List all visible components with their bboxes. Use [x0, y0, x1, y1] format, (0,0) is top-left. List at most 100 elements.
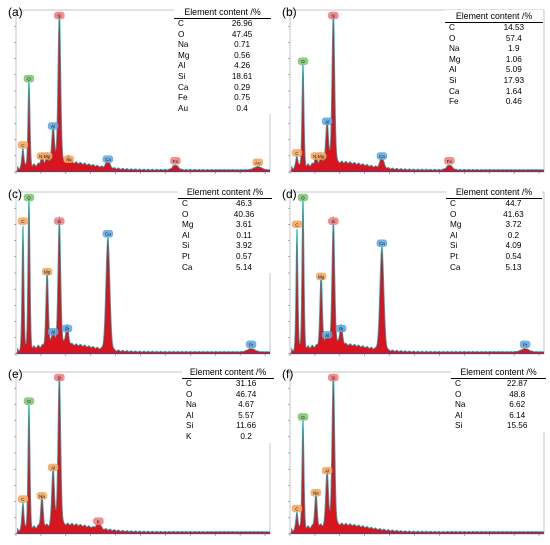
peak-label: Fe: [170, 157, 181, 165]
peak-label-text: Au: [66, 157, 72, 162]
element-value: 0.29: [234, 82, 251, 92]
peak-label-text: O: [301, 415, 305, 420]
peak-label: Ca: [376, 152, 388, 160]
peak-label: O: [297, 57, 309, 65]
element-symbol: Fe: [178, 93, 188, 103]
peak-label: Na: [36, 492, 48, 500]
element-symbol: O: [186, 389, 193, 399]
element-value: 40.36: [233, 209, 255, 219]
table-row: Al 6.14: [451, 411, 546, 422]
element-symbol: Na: [186, 400, 197, 410]
element-symbol: C: [178, 19, 184, 28]
peak-label-text: Si: [57, 376, 61, 381]
spectrum-envelope: [16, 195, 271, 353]
peak-label: O: [23, 397, 35, 405]
panel-label-b: (b): [282, 5, 297, 19]
table-row: C 46.3: [178, 199, 272, 210]
peak-label-text: Si: [57, 219, 61, 224]
table-row: O 47.45: [174, 30, 271, 41]
element-value: 6.62: [509, 400, 526, 410]
element-value: 5.57: [238, 410, 255, 420]
element-symbol: Mg: [178, 50, 190, 60]
peak-label-text: Si: [331, 14, 335, 19]
table-header: Element content /%: [451, 366, 546, 379]
peak-label: O: [23, 193, 35, 202]
element-value: 4.67: [238, 400, 255, 410]
table-row: Pt 0.57: [178, 252, 272, 263]
table-row: Si 3.92: [178, 241, 272, 252]
peak-label-text: Mg: [318, 274, 325, 279]
element-symbol: Al: [449, 65, 457, 75]
peak-label: Al: [47, 327, 59, 336]
element-symbol: Na: [449, 44, 460, 54]
element-symbol: Na: [455, 400, 466, 410]
element-symbol: Si: [186, 421, 194, 431]
element-symbol: C: [455, 379, 461, 388]
element-value: 5.14: [236, 262, 252, 272]
panel-label-a: (a): [8, 5, 23, 19]
peak-label-text: C: [295, 507, 299, 512]
eds-panel-c: C O Mg Al Si Pt Ca Pt (c) Element content /% C 46…: [2, 184, 275, 364]
table-row: O 46.74: [182, 390, 274, 401]
peak-label: Mg: [41, 152, 53, 160]
peak-label-text: Ca: [105, 232, 111, 237]
element-value: 0.71: [234, 40, 251, 50]
element-value: 18.61: [231, 71, 253, 81]
peak-label: Si: [328, 11, 339, 20]
table-row: Mg 1.06: [445, 55, 543, 66]
element-value: 46.3: [236, 199, 252, 208]
element-value: 47.45: [231, 29, 253, 39]
table-header: Element content /%: [174, 6, 271, 19]
element-symbol: Fe: [449, 97, 459, 107]
peak-label-text: O: [301, 196, 305, 201]
eds-panel-d: C O Mg Al Si Pt Ca Pt (d) Element content /% C 44…: [276, 184, 549, 364]
peak-label-text: Si: [57, 14, 61, 19]
element-value: 5.09: [505, 65, 522, 75]
panel-label-e: (e): [8, 367, 23, 381]
element-symbol: Al: [455, 410, 463, 420]
table-row: C 14.53: [445, 23, 543, 34]
peak-label-text: C: [295, 151, 299, 156]
peak-label: Ca: [376, 239, 388, 247]
element-symbol: Al: [450, 230, 458, 240]
table-row: C 22.87: [451, 379, 546, 390]
spectrum-fill: [17, 376, 270, 534]
element-value: 3.72: [505, 220, 522, 230]
peak-label: Si: [54, 11, 65, 20]
table-row: Al 0.11: [178, 231, 272, 242]
peak-label: Ca: [102, 155, 114, 163]
element-value: 57.4: [505, 33, 522, 43]
element-value: 31.16: [235, 379, 257, 388]
panel-label-f: (f): [282, 367, 294, 381]
peak-label: C: [17, 141, 29, 149]
peak-label: C: [291, 504, 303, 513]
element-symbol: C: [182, 199, 188, 208]
table-row: Si 17.93: [445, 76, 543, 87]
element-value: 3.61: [236, 220, 252, 230]
element-symbol: Al: [186, 410, 194, 420]
peak-label-text: C: [21, 497, 25, 502]
element-symbol: O: [178, 29, 185, 39]
element-table-d: Element content /% C 44.7 O 41.63 Mg 3.72 Al 0.2…: [446, 186, 542, 274]
peak-label-text: Fe: [173, 159, 179, 164]
panel-label-d: (d): [282, 187, 297, 201]
peak-label-text: Ca: [379, 241, 385, 246]
peak-label-text: Pt: [523, 342, 528, 347]
element-symbol: Al: [182, 230, 190, 240]
element-value: 0.11: [236, 230, 252, 240]
table-row: Ca 0.29: [174, 83, 271, 94]
spectrum-fill: [291, 376, 544, 534]
element-symbol: Si: [449, 75, 457, 85]
element-table-e: Element content /% C 31.16 O 46.74 Na 4.67 Al 5.…: [182, 366, 274, 443]
element-value: 0.57: [236, 251, 252, 261]
table-row: Fe 0.75: [174, 93, 271, 104]
element-symbol: Si: [450, 241, 458, 251]
peak-label: O: [23, 74, 35, 83]
table-row: O 40.36: [178, 210, 272, 221]
element-symbol: Si: [182, 241, 190, 251]
peak-label: C: [17, 217, 29, 225]
peak-label: C: [291, 220, 303, 228]
element-value: 0.4: [236, 103, 248, 113]
eds-panel-e: C O Na Al Si K (e) Element content /% C 31.16 O 4…: [2, 364, 275, 544]
